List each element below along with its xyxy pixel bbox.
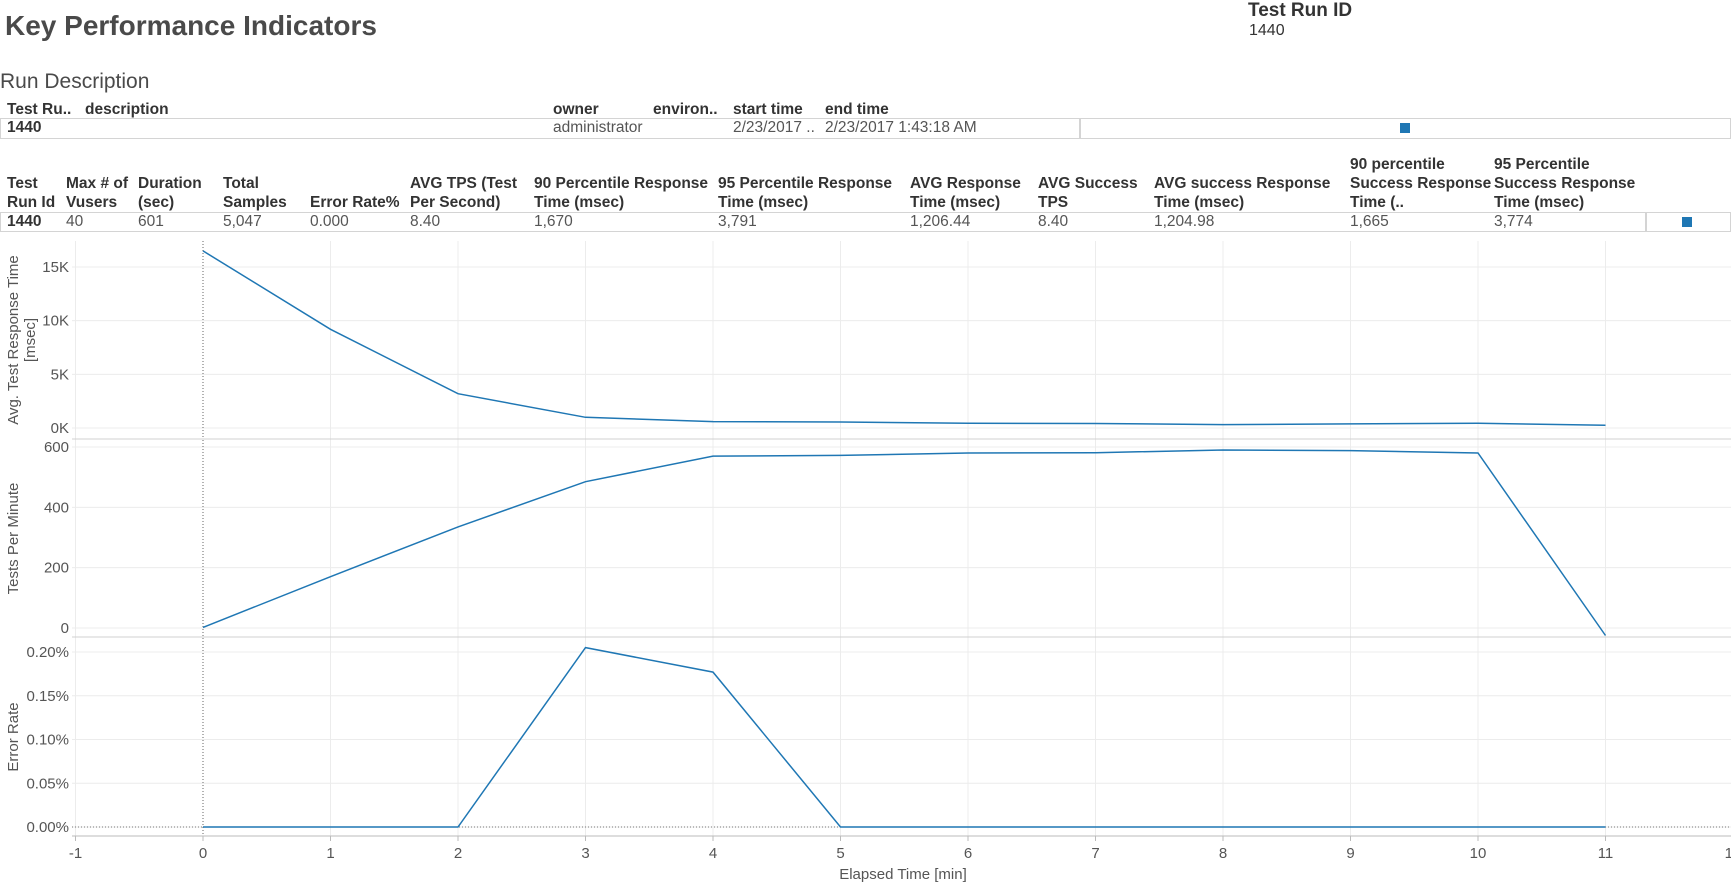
kpi-value-duration: 601	[138, 213, 164, 230]
x-tick-label: 1	[326, 845, 334, 862]
run-test-id-cell[interactable]: 1440	[7, 119, 42, 136]
run-end-time-cell: 2/23/2017 1:43:18 AM	[825, 119, 977, 136]
kpi-header-90-success[interactable]: 90 percentile Success Response Time (..	[1350, 156, 1492, 211]
kpi-header-95-success[interactable]: 95 Percentile Success Response Time (mse…	[1494, 156, 1636, 211]
col-header-test-run[interactable]: Test Ru..	[7, 101, 72, 118]
run-description-row	[0, 118, 1081, 139]
series-line	[202, 250, 1606, 427]
x-tick-label: 12	[1725, 845, 1731, 862]
x-tick-label: -1	[69, 845, 82, 862]
x-tick-label: 4	[709, 845, 717, 862]
kpi-value-90-success: 1,665	[1350, 213, 1389, 230]
kpi-header-90-percentile[interactable]: 90 Percentile Response Time (msec)	[534, 175, 709, 211]
x-tick-label: 7	[1091, 845, 1099, 862]
kpi-header-test-run-id[interactable]: Test Run Id	[7, 175, 56, 211]
kpi-header-duration[interactable]: Duration (sec)	[138, 175, 202, 211]
y-tick-label: 600	[44, 439, 69, 456]
col-header-start-time[interactable]: start time	[733, 101, 803, 118]
kpi-value-90-percentile: 1,670	[534, 213, 573, 230]
kpi-value-error-rate: 0.000	[310, 213, 349, 230]
series-line	[203, 646, 1606, 828]
kpi-value-avg-success-response: 1,204.98	[1154, 213, 1215, 230]
y-axis-label: Error Rate	[5, 702, 22, 771]
y-tick-label: 0.00%	[26, 819, 69, 836]
kpi-header-error-rate[interactable]: Error Rate%	[310, 194, 400, 211]
kpi-value-test-run-id[interactable]: 1440	[7, 213, 42, 230]
x-tick-label: 3	[581, 845, 589, 862]
kpi-header-avg-success-tps[interactable]: AVG Success TPS	[1038, 175, 1138, 211]
kpi-header-95-percentile[interactable]: 95 Percentile Response Time (msec)	[718, 175, 893, 211]
y-tick-label: 0.10%	[26, 732, 69, 749]
kpi-value-95-percentile: 3,791	[718, 213, 757, 230]
col-header-description[interactable]: description	[85, 101, 169, 118]
x-tick-label: 9	[1346, 845, 1354, 862]
x-tick-label: 0	[199, 845, 207, 862]
run-description-mark[interactable]	[1400, 123, 1410, 133]
y-tick-label: 10K	[42, 313, 69, 330]
x-tick-label: 2	[454, 845, 462, 862]
kpi-value-95-success: 3,774	[1494, 213, 1533, 230]
run-owner-cell: administrator	[553, 119, 643, 136]
y-tick-label: 0.15%	[26, 688, 69, 705]
col-header-end-time[interactable]: end time	[825, 101, 889, 118]
kpi-header-avg-success-response[interactable]: AVG success Response Time (msec)	[1154, 175, 1331, 211]
kpi-value-max-vusers: 40	[66, 213, 84, 230]
kpi-header-total-samples[interactable]: Total Samples	[223, 175, 287, 211]
x-tick-label: 5	[836, 845, 844, 862]
col-header-environment[interactable]: environ..	[653, 101, 718, 118]
kpi-header-avg-tps[interactable]: AVG TPS (Test Per Second)	[410, 175, 518, 211]
y-tick-label: 0	[61, 620, 69, 637]
run-description-title: Run Description	[0, 70, 150, 93]
kpi-value-avg-success-tps: 8.40	[1038, 213, 1069, 230]
kpi-header-max-vusers[interactable]: Max # of Vusers	[66, 175, 129, 211]
y-axis-label: Avg. Test Response Time[msec]	[5, 255, 39, 425]
page-title: Key Performance Indicators	[5, 10, 377, 41]
kpi-row	[0, 212, 1647, 232]
kpi-value-avg-response: 1,206.44	[910, 213, 971, 230]
kpi-header-avg-response[interactable]: AVG Response Time (msec)	[910, 175, 1021, 211]
y-tick-label: 0.20%	[26, 644, 69, 661]
col-header-owner[interactable]: owner	[553, 101, 599, 118]
x-axis-label: Elapsed Time [min]	[839, 866, 967, 883]
x-tick-label: 8	[1219, 845, 1227, 862]
y-tick-label: 400	[44, 499, 69, 516]
x-tick-label: 6	[964, 845, 972, 862]
series-line	[202, 449, 1607, 636]
chart-panel-3: 0.00% 0.05% 0.10% 0.15% 0.20% Error Rate	[5, 638, 1731, 837]
y-axis-label: Tests Per Minute	[5, 483, 22, 595]
y-tick-label: 0K	[51, 420, 69, 437]
chart-panel-2: 0 200 400 600 Tests Per Minute	[5, 439, 1731, 638]
x-tick-label: 11	[1598, 845, 1614, 862]
run-start-time-cell: 2/23/2017 ..	[733, 119, 815, 136]
x-tick-label: 10	[1470, 845, 1487, 862]
test-run-id-value[interactable]: 1440	[1249, 22, 1285, 39]
y-tick-label: 15K	[42, 259, 69, 276]
y-tick-label: 200	[44, 560, 69, 577]
test-run-id-label: Test Run ID	[1248, 0, 1353, 21]
y-tick-label: 0.05%	[26, 775, 69, 792]
kpi-value-avg-tps: 8.40	[410, 213, 441, 230]
kpi-row-mark[interactable]	[1682, 217, 1692, 227]
kpi-value-total-samples: 5,047	[223, 213, 262, 230]
y-tick-label: 5K	[51, 366, 69, 383]
